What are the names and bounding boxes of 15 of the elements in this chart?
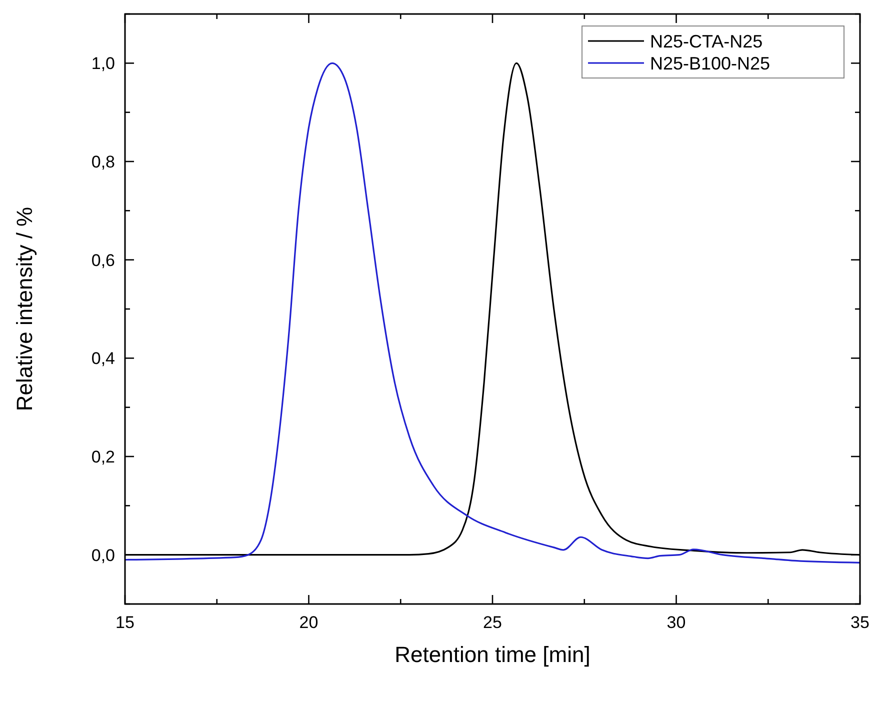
y-tick-label: 0,8	[91, 152, 115, 172]
y-tick-label: 0,2	[91, 447, 115, 466]
legend-label: N25-CTA-N25	[650, 31, 763, 52]
y-axis-title: Relative intensity / %	[12, 206, 37, 412]
x-axis-title: Retention time [min]	[394, 642, 590, 667]
legend-label: N25-B100-N25	[650, 53, 770, 74]
y-tick-label: 0,4	[91, 349, 115, 368]
x-tick-label: 15	[116, 613, 134, 632]
y-tick-label: 1,0	[91, 54, 115, 74]
x-tick-label: 20	[299, 613, 318, 632]
y-tick-label: 0,0	[91, 546, 115, 565]
x-tick-label: 30	[666, 613, 686, 632]
x-tick-label: 35	[850, 613, 870, 632]
y-tick-label: 0,6	[91, 250, 115, 270]
x-tick-label: 25	[483, 613, 502, 632]
